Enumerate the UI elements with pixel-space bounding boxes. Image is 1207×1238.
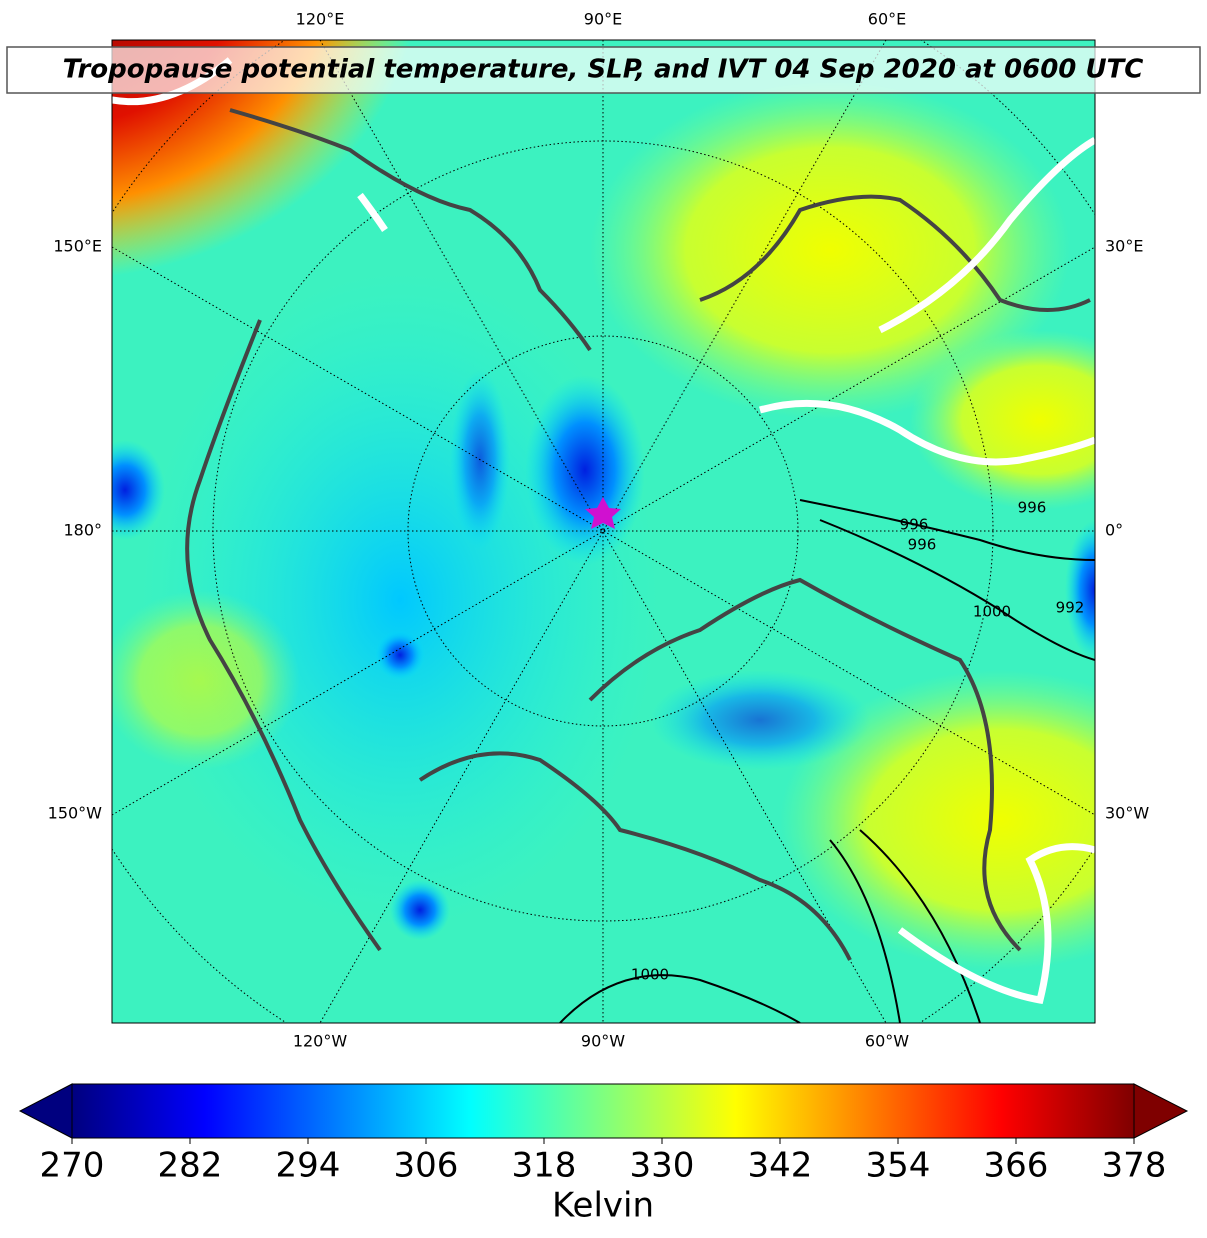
contour-label: 1000	[631, 966, 669, 984]
contour-label: 996	[908, 536, 937, 554]
colorbar-tick-label: 282	[158, 1146, 223, 1186]
lon-label: 120°W	[293, 1032, 348, 1051]
colorbar-tick-label: 270	[40, 1146, 105, 1186]
colorbar-tick-label: 294	[276, 1146, 341, 1186]
colorbar-tick-label: 306	[394, 1146, 459, 1186]
map-field	[112, 40, 1095, 1023]
contour-label: 996	[1018, 499, 1047, 517]
contour-label: 1000	[973, 603, 1011, 621]
lon-label: 120°E	[296, 10, 345, 29]
colorbar-label: Kelvin	[552, 1186, 654, 1226]
coastlines	[185, 108, 1091, 961]
lon-label: 30°W	[1105, 804, 1149, 823]
lon-label: 60°W	[865, 1032, 909, 1051]
lon-label: 180°	[63, 521, 102, 540]
title: Tropopause potential temperature, SLP, a…	[63, 55, 1144, 85]
colorbar-extend-high	[1133, 1083, 1189, 1139]
colorbar-tick-label: 378	[1102, 1146, 1167, 1186]
colorbar-tick-label: 330	[630, 1146, 695, 1186]
lon-label: 0°	[1105, 521, 1123, 540]
graticule	[112, 40, 1095, 1023]
slp-contours	[559, 499, 1095, 1023]
lon-label: 60°E	[868, 10, 906, 29]
colorbar-tick-label: 318	[512, 1146, 577, 1186]
title-box	[6, 46, 1201, 94]
colorbar-tick-label: 366	[984, 1146, 1049, 1186]
star-marker	[585, 497, 621, 529]
colorbar-body	[71, 1083, 1135, 1139]
contour-label: 996	[900, 516, 929, 534]
lon-label: 90°W	[581, 1032, 625, 1051]
colorbar-tick-label: 354	[866, 1146, 931, 1186]
lon-label: 30°E	[1105, 237, 1143, 256]
lon-label: 150°W	[48, 804, 103, 823]
colorbar: 270 282 294 306 318 330 342 354 366 378	[18, 1083, 1189, 1186]
colorbar-tick-label: 342	[748, 1146, 813, 1186]
lon-label: 90°E	[584, 10, 622, 29]
colorbar-extend-low	[18, 1083, 73, 1139]
lon-label: 150°E	[53, 237, 102, 256]
map-frame	[111, 39, 1096, 1024]
ivt-contours	[112, 57, 1095, 1004]
contour-label: 992	[1056, 599, 1085, 617]
